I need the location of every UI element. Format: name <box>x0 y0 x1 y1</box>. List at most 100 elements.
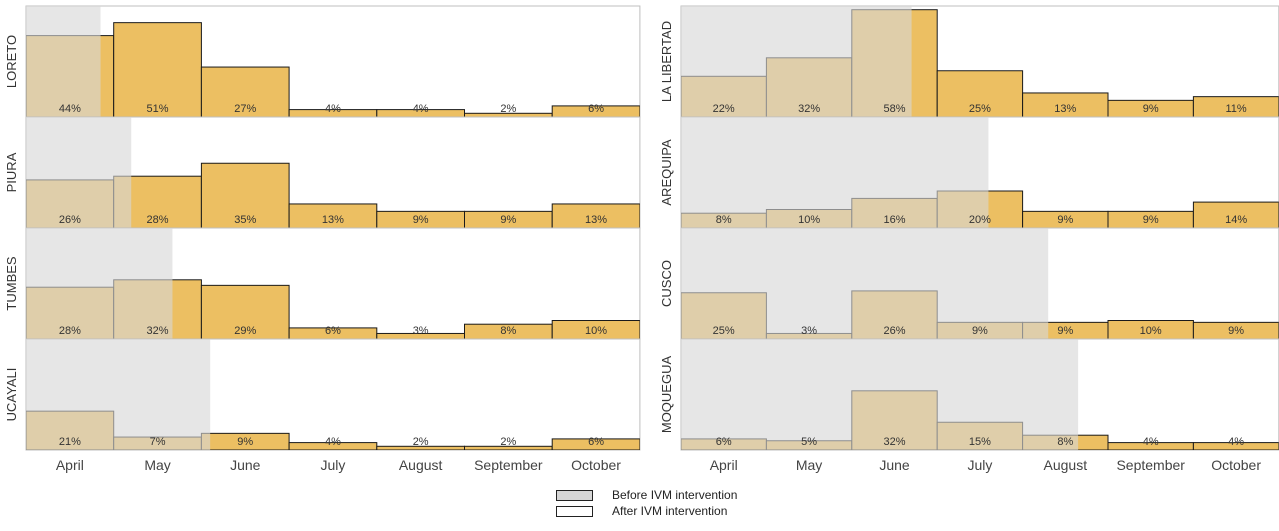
panel-la-libertad: LA LIBERTAD 22% 32% 58% 25% 13% 9% 11% <box>659 5 1279 118</box>
data-label: 10% <box>798 214 820 226</box>
data-label: 8% <box>716 214 732 226</box>
data-label: 6% <box>716 436 732 448</box>
data-label: 3% <box>413 325 429 337</box>
data-label: 4% <box>413 103 429 115</box>
data-label: 28% <box>147 214 169 226</box>
panel-tumbes: TUMBES 28% 32% 29% 6% 3% 8% 10% <box>4 227 641 340</box>
bar <box>936 70 1024 117</box>
panel-loreto: LORETO 44% 51% 27% 4% 4% 2% 6% <box>4 5 641 118</box>
data-label: 32% <box>147 325 169 337</box>
data-label: 27% <box>234 103 256 115</box>
data-label: 32% <box>798 103 820 115</box>
region-label: AREQUIPA <box>659 139 674 206</box>
data-label: 9% <box>972 325 988 337</box>
before-intervention-shading <box>681 6 912 117</box>
legend-label-before: Before IVM intervention <box>612 488 738 502</box>
x-tick-label: July <box>967 457 992 473</box>
data-label: 58% <box>883 103 905 115</box>
panel-bars <box>26 117 640 228</box>
panel-piura: PIURA 26% 28% 35% 13% 9% 9% 13% <box>4 116 641 229</box>
data-label: 51% <box>147 103 169 115</box>
x-tick-label: May <box>144 457 170 473</box>
data-label: 32% <box>883 436 905 448</box>
data-label: 8% <box>1057 436 1073 448</box>
bar <box>1192 442 1279 450</box>
x-tick-label: September <box>474 457 543 473</box>
region-label: LORETO <box>4 35 19 88</box>
data-label: 5% <box>801 436 817 448</box>
data-label: 9% <box>1143 214 1159 226</box>
data-label: 13% <box>585 214 607 226</box>
bar <box>1022 92 1109 117</box>
bar <box>200 284 290 339</box>
x-tick-label: April <box>710 457 738 473</box>
before-intervention-shading <box>26 339 211 450</box>
panel-bars <box>26 6 640 117</box>
data-label: 35% <box>234 214 256 226</box>
legend-swatch-before <box>556 490 593 501</box>
bar <box>200 162 290 228</box>
data-label: 9% <box>1143 103 1159 115</box>
legend-label-after: After IVM intervention <box>612 504 728 518</box>
bar <box>1192 96 1279 117</box>
panel-bars <box>26 228 640 339</box>
panel-bars <box>681 117 1279 228</box>
legend: Before IVM intervention After IVM interv… <box>556 488 816 520</box>
data-label: 22% <box>713 103 735 115</box>
x-tick-label: September <box>1116 457 1185 473</box>
region-label: TUMBES <box>4 256 19 311</box>
region-label: MOQUEGUA <box>659 356 674 434</box>
data-label: 26% <box>883 325 905 337</box>
data-label: 4% <box>1228 436 1244 448</box>
before-intervention-shading <box>26 117 132 228</box>
x-tick-label: June <box>879 457 910 473</box>
x-tick-label: October <box>1211 457 1261 473</box>
bar <box>551 320 640 339</box>
data-label: 11% <box>1225 103 1246 115</box>
data-label: 16% <box>883 214 905 226</box>
x-tick-label: August <box>1044 457 1088 473</box>
data-label: 2% <box>413 436 429 448</box>
legend-item-after: After IVM intervention <box>556 504 816 520</box>
panel-bars <box>681 339 1279 450</box>
bar <box>551 438 640 450</box>
bar <box>200 66 290 117</box>
data-label: 13% <box>1054 103 1076 115</box>
data-label: 9% <box>237 436 253 448</box>
data-label: 4% <box>325 103 341 115</box>
panel-bars <box>681 6 1279 117</box>
data-label: 9% <box>1228 325 1244 337</box>
data-label: 21% <box>59 436 81 448</box>
region-label: CUSCO <box>659 260 674 307</box>
region-label: PIURA <box>4 152 19 192</box>
data-label: 6% <box>588 103 604 115</box>
legend-item-before: Before IVM intervention <box>556 488 816 504</box>
x-tick-label: July <box>320 457 345 473</box>
x-tick-label: August <box>399 457 443 473</box>
panel-bars <box>26 339 640 450</box>
before-intervention-shading <box>681 228 1049 339</box>
bar <box>113 22 202 117</box>
data-label: 20% <box>969 214 991 226</box>
data-label: 44% <box>59 103 81 115</box>
x-tick-label: April <box>56 457 84 473</box>
data-label: 29% <box>234 325 256 337</box>
data-label: 7% <box>150 436 166 448</box>
legend-swatch-after <box>556 506 593 517</box>
data-label: 9% <box>1057 325 1073 337</box>
bar <box>1192 321 1279 339</box>
x-tick-label: October <box>571 457 621 473</box>
bar <box>288 203 378 228</box>
before-intervention-shading <box>26 6 101 117</box>
data-label: 4% <box>325 436 341 448</box>
data-label: 10% <box>585 325 607 337</box>
panel-moquegua: MOQUEGUA 6% 5% 32% 15% 8% 4% 4% <box>659 338 1279 451</box>
data-label: 26% <box>59 214 81 226</box>
region-label: LA LIBERTAD <box>659 21 674 102</box>
before-intervention-shading <box>26 228 173 339</box>
data-label: 9% <box>500 214 516 226</box>
data-label: 28% <box>59 325 81 337</box>
data-label: 9% <box>1057 214 1073 226</box>
